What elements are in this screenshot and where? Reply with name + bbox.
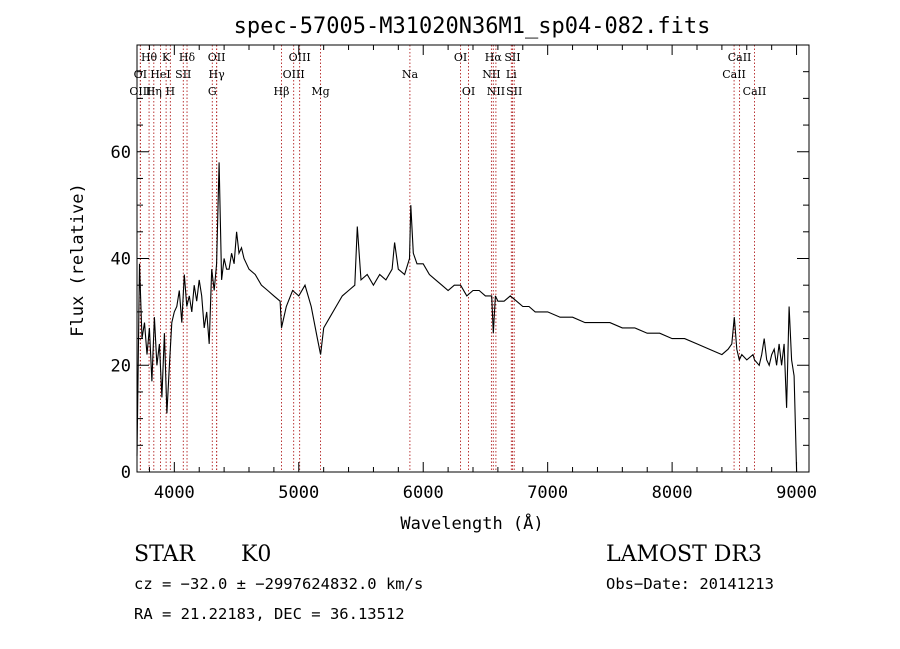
spectral-line-label: Mg xyxy=(311,85,329,98)
y-tick-label: 20 xyxy=(111,356,131,376)
spectral-line-label: Hγ xyxy=(209,68,226,81)
spectral-line-label: HeI xyxy=(150,68,170,81)
spectral-line-label: OIII xyxy=(283,68,305,81)
spectral-line-label: NII xyxy=(487,85,505,98)
spectral-line-label: OI xyxy=(134,68,147,81)
redshift-readout: cz = −32.0 ± −2997624832.0 km/s xyxy=(134,575,423,593)
spectral-line-label: OII xyxy=(208,51,226,64)
y-tick-label: 0 xyxy=(121,463,131,483)
x-tick-label: 7000 xyxy=(527,483,568,503)
spectral-line-label: Hθ xyxy=(141,51,158,64)
spectral-line-label: OI xyxy=(454,51,467,64)
spectral-line-label: Hη xyxy=(146,85,162,98)
x-axis-label: Wavelength (Å) xyxy=(400,512,543,534)
plot-frame xyxy=(136,44,810,473)
y-axis-label: Flux (relative) xyxy=(68,183,88,337)
spectral-line-label: Hδ xyxy=(179,51,196,64)
spectral-line-label: SII xyxy=(175,68,191,81)
spectral-line-label: CaII xyxy=(743,85,767,98)
object-subclass: K0 xyxy=(241,542,271,567)
axis-ticks: 4000 5000 6000 7000 8000 9000 0 20 40 60 xyxy=(111,45,817,503)
coordinates-readout: RA = 21.22183, DEC = 36.13512 xyxy=(134,605,405,623)
spectral-line-label: CaII xyxy=(728,51,752,64)
y-tick-label: 60 xyxy=(111,143,131,163)
spectral-line-label: NII xyxy=(482,68,500,81)
spectral-line-label: SII xyxy=(504,51,520,64)
x-tick-label: 6000 xyxy=(403,483,444,503)
spectral-line-label: CaII xyxy=(722,68,746,81)
x-tick-label: 8000 xyxy=(652,483,693,503)
spectral-line-label: Hβ xyxy=(274,85,290,98)
spectral-line-label: OI xyxy=(462,85,475,98)
spectral-line-label: G xyxy=(208,85,217,98)
spectral-line-label: K xyxy=(162,51,171,64)
x-tick-label: 5000 xyxy=(278,483,319,503)
spectral-line-label: Li xyxy=(506,68,517,81)
spectral-line-label: Na xyxy=(402,68,419,81)
observation-date: Obs−Date: 20141213 xyxy=(606,575,774,593)
spectral-line-label: OIII xyxy=(129,85,151,98)
survey-name: LAMOST DR3 xyxy=(606,542,762,567)
chart-title: spec-57005-M31020N36M1_sp04-082.fits xyxy=(234,14,711,39)
spectral-line-label: Hα xyxy=(485,51,503,64)
spectral-line-label: H xyxy=(166,85,176,98)
x-tick-label: 4000 xyxy=(154,483,195,503)
y-tick-label: 40 xyxy=(111,250,131,270)
flux-series-line xyxy=(136,162,798,473)
object-class: STAR xyxy=(134,542,196,567)
spectral-line-label: SII xyxy=(506,85,522,98)
spectral-line-label: OIII xyxy=(289,51,311,64)
x-tick-label: 9000 xyxy=(776,483,817,503)
